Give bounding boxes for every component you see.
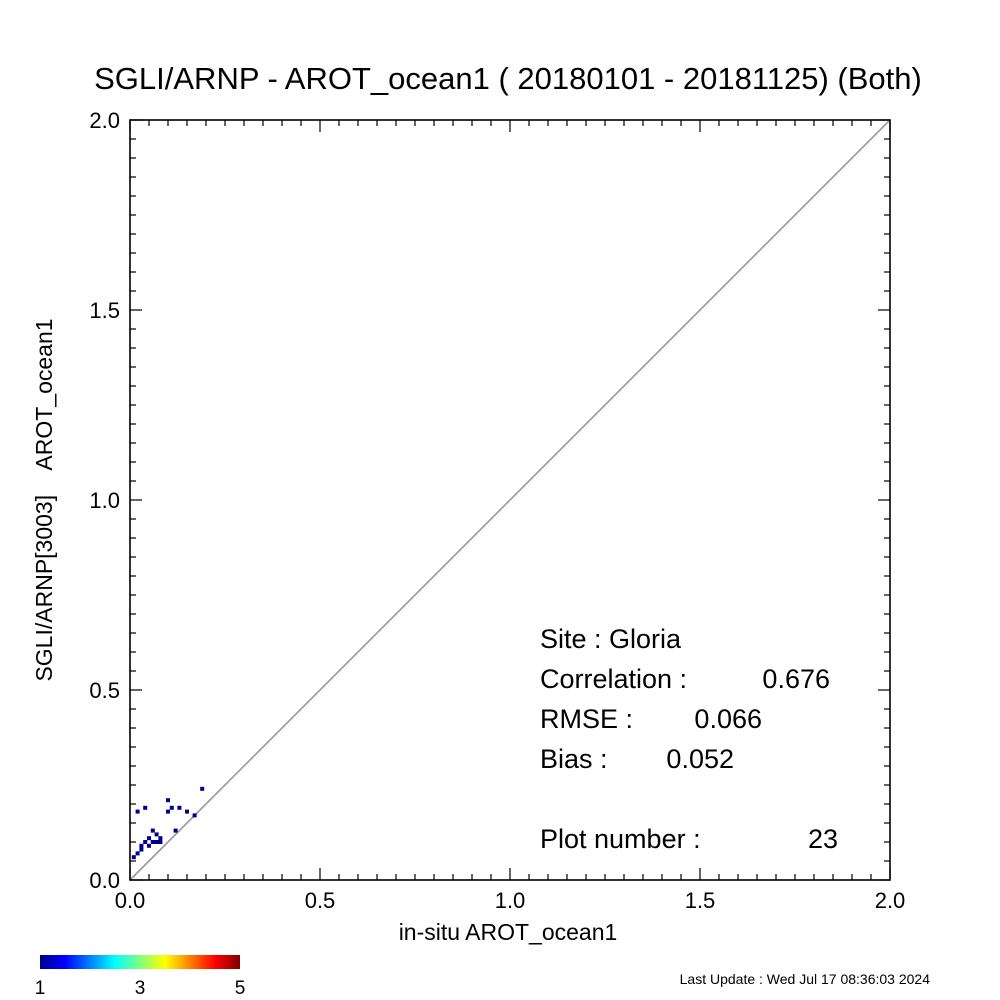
- data-point: [158, 840, 163, 844]
- data-point: [150, 840, 155, 844]
- y-tick-label: 1.5: [89, 298, 120, 323]
- stat-correlation-label: Correlation :: [540, 664, 687, 694]
- x-tick-labels: 0.0 0.5 1.0 1.5 2.0: [115, 888, 906, 913]
- data-point: [150, 828, 155, 833]
- data-point: [185, 809, 189, 814]
- stat-bias-value: 0.052: [666, 744, 734, 774]
- x-tick-label: 2.0: [875, 888, 906, 913]
- y-tick-label: 0.5: [89, 678, 120, 703]
- data-point: [147, 843, 151, 848]
- colorbar-tick-labels: 1 3 5: [35, 978, 246, 999]
- data-point: [169, 805, 174, 810]
- data-point: [139, 847, 144, 852]
- data-points: [131, 786, 205, 860]
- data-point: [154, 840, 159, 844]
- colorbar-tick-label: 3: [135, 978, 146, 999]
- stat-correlation-value: 0.676: [762, 664, 830, 694]
- colorbar-tick-label: 5: [235, 978, 246, 999]
- stat-site: Site : Gloria: [540, 624, 682, 654]
- data-point: [143, 805, 148, 810]
- stat-plot-number-value: 23: [808, 824, 838, 854]
- stat-rmse-value: 0.066: [694, 704, 762, 734]
- one-to-one-line: [129, 119, 891, 881]
- data-point: [143, 840, 148, 844]
- chart-title: SGLI/ARNP - AROT_ocean1 ( 20180101 - 201…: [94, 61, 922, 96]
- stat-rmse-label: RMSE :: [540, 704, 633, 734]
- y-axis-label: SGLI/ARNP[3003] AROT_ocean1: [31, 318, 57, 681]
- data-point: [131, 855, 136, 860]
- data-point: [166, 798, 170, 803]
- data-point: [173, 828, 178, 833]
- y-tick-label: 0.0: [89, 868, 120, 893]
- stats-box: Site : Gloria Correlation : 0.676 RMSE :…: [540, 624, 838, 854]
- y-tick-label: 2.0: [89, 108, 120, 133]
- data-point: [192, 813, 197, 818]
- y-tick-label: 1.0: [89, 488, 120, 513]
- data-point: [158, 836, 163, 841]
- x-tick-label: 0.5: [305, 888, 336, 913]
- last-update-text: Last Update : Wed Jul 17 08:36:03 2024: [680, 971, 931, 987]
- data-point: [135, 851, 140, 856]
- x-tick-label: 1.0: [495, 888, 526, 913]
- x-tick-label: 1.5: [685, 888, 716, 913]
- data-point: [139, 843, 144, 848]
- x-tick-label: 0.0: [115, 888, 146, 913]
- x-axis-label: in-situ AROT_ocean1: [399, 919, 618, 945]
- data-point: [154, 832, 159, 837]
- data-point: [200, 786, 205, 791]
- stat-bias-label: Bias :: [540, 744, 608, 774]
- y-tick-labels: 0.0 0.5 1.0 1.5 2.0: [89, 108, 120, 893]
- stat-plot-number-label: Plot number :: [540, 824, 701, 854]
- plot-frame: [129, 119, 891, 881]
- data-point: [177, 805, 182, 810]
- colorbar: [40, 955, 240, 969]
- data-point: [135, 809, 140, 814]
- data-point: [147, 836, 151, 841]
- data-point: [166, 809, 170, 814]
- axis-ticks: [129, 119, 891, 881]
- colorbar-tick-label: 1: [35, 978, 46, 999]
